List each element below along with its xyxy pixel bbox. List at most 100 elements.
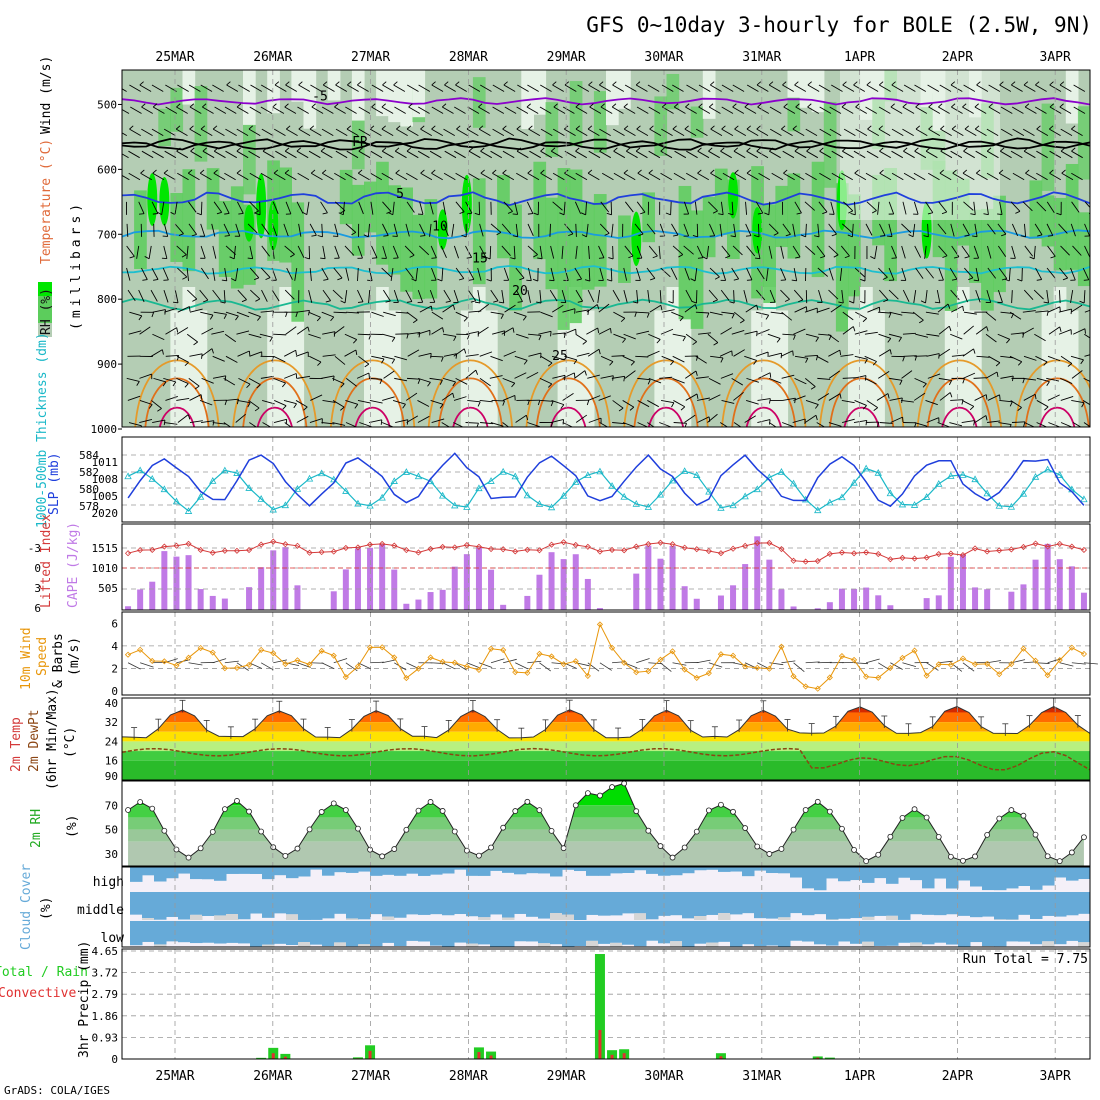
lifted-index-marker [161,543,168,550]
lifted-index-marker [330,548,337,555]
rh2m-marker [415,807,422,814]
rh-dry-upper [702,70,716,119]
wind-barb [624,245,634,257]
wind-barb [405,289,413,302]
wind-barb-flag [129,255,135,259]
wind-barb [647,84,660,92]
wind-barb [200,172,212,181]
wind-barb [624,370,636,379]
wind-barb-flag [141,103,146,108]
wind-barb [597,290,601,304]
wind-barb [902,106,915,114]
wind-barb-flag [417,378,421,384]
rh2m-marker [512,808,519,814]
surface-wind-barb [926,662,939,671]
wind-barb-flag [213,147,219,152]
wind-barb [613,128,625,137]
wind-speed-marker [875,674,882,681]
temperature-tick: 90 [105,770,118,783]
cape-bar [1080,592,1087,610]
wind-barb [359,422,372,427]
rh2m-marker [282,852,289,859]
wind-barb-flag [364,363,370,368]
wind-barb-flag [224,375,227,381]
rh2m-marker [379,853,386,860]
surface-wind-barb [708,662,723,668]
wind-barb-flag [308,310,310,316]
thickness-marker [1080,495,1088,503]
wind-barb-flag [1023,81,1029,86]
wind-barb-flag [221,279,227,282]
wind-barb [769,377,782,384]
wind-barb [575,223,577,237]
cloud-cover-bar [766,867,779,874]
wind-barb [903,172,916,181]
wind-barb [986,289,992,303]
surface-wind-barb [140,662,154,668]
wind-barb [249,172,262,181]
cloud-cover-bar [238,921,251,944]
wind-barb [1036,400,1049,408]
wind-barb-flag [927,212,933,215]
wind-barb [599,128,611,137]
isotherm-5 [122,191,1090,207]
lifted-index-marker [826,550,833,557]
rh-moist-column [533,161,547,260]
wind-barb-flag [323,278,329,281]
wind-barb [128,330,142,335]
wind-barb [431,327,443,335]
wind-barb-flag [796,212,802,215]
wind-barb [842,311,854,321]
thickness-marker [148,474,156,482]
isotherm-label: FR [352,135,368,150]
footer-credit: GrADS: COLA/IGES [4,1084,110,1097]
wind-barb [950,84,963,92]
wind-barb [950,223,955,237]
wind-speed-marker [548,653,555,660]
cape-bar [403,603,410,610]
wind-barb-flag [632,301,638,304]
wind-ylabel-4: (m/s) [67,637,82,676]
wind-barb [698,84,711,92]
rh-moist-column [787,173,801,259]
lifted-index-marker [233,547,241,554]
wind-barb [128,422,142,427]
wind-barb-flag [606,279,612,282]
wind-barb [744,106,757,114]
wind-barb [829,128,842,137]
lifted-index-tick: -3 [28,542,41,555]
wind-barb-flag [889,349,892,355]
wind-barb [381,106,394,114]
wind-barb [938,377,952,381]
wind-speed-marker [633,669,640,676]
rh2m-marker [524,798,531,805]
precip-ylabel-unit: 3hr Precip (mm) [77,941,92,1058]
wind-barb-flag [553,103,558,108]
cape-bar [681,586,688,610]
wind-barb [927,84,940,92]
surface-wind-barb [696,659,711,664]
pressure-tick-label: 500 [97,98,117,111]
wind-barb [501,245,511,256]
cloud-cover-bar [538,921,551,944]
wind-barb-flag [805,358,809,363]
wind-barb [829,106,842,114]
wind-barb [1034,106,1047,114]
precip-convective-bar [719,1056,723,1059]
rh-saturated-cell [631,211,642,267]
wind-barb-flag [358,147,363,152]
wind-barb-flag [409,254,415,258]
wind-barb [550,419,564,423]
wind-barb-flag [862,405,867,410]
wind-barb [1000,128,1013,137]
wind-barb-flag [406,147,412,152]
wind-barb [878,289,889,301]
wind-barb [746,400,759,405]
wind-barb-flag [512,213,518,215]
rh2m-tick: 70 [105,799,118,812]
wind-barb [174,223,184,235]
thickness-marker [898,500,907,508]
cloud-cover-bar [622,892,635,914]
wind-barb [721,245,731,257]
